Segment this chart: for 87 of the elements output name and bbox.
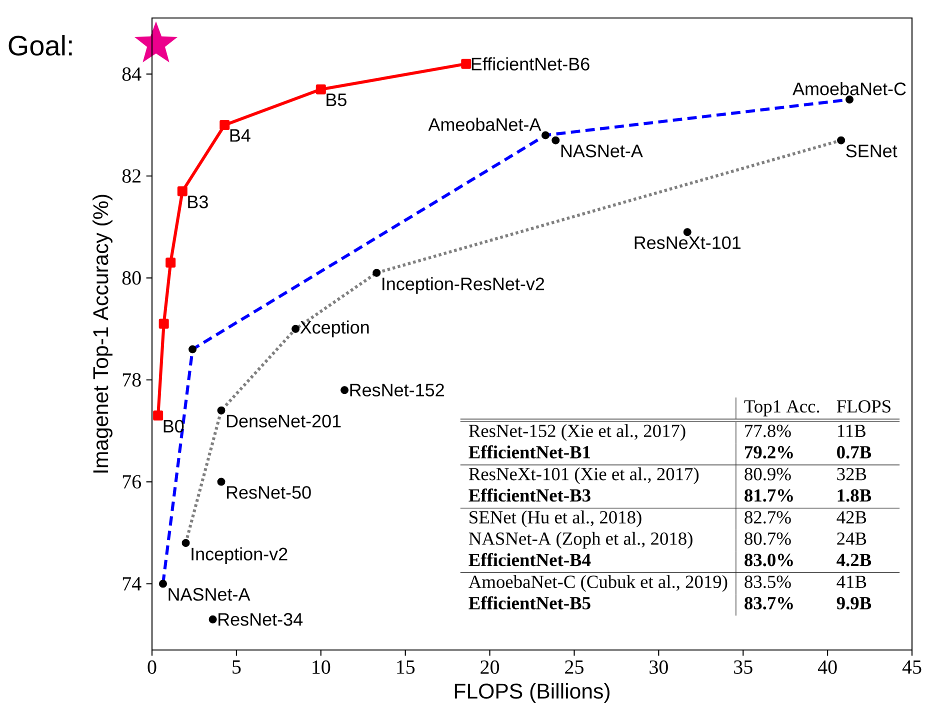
annotation: 83.5% <box>744 576 791 588</box>
annotation: Top1 Acc. <box>744 400 820 416</box>
point <box>837 136 846 144</box>
annotation: 77.8% <box>745 424 791 438</box>
point <box>182 538 190 547</box>
annotation: 81.7% <box>744 489 793 502</box>
x-tick-label: 0 <box>148 660 156 674</box>
annotation: B3 <box>188 196 208 208</box>
annotation: NASNet-A (Zoph et al., 2018) <box>468 532 692 549</box>
point <box>188 345 197 354</box>
annotation: EfficientNet-B6 <box>472 57 590 70</box>
point <box>461 58 472 69</box>
x-tick-label: 5 <box>232 660 241 674</box>
annotation: ResNeXt-101 <box>634 236 741 250</box>
y-tick-label: 80 <box>122 271 141 285</box>
point <box>340 386 349 394</box>
annotation: 80.7% <box>744 532 791 545</box>
point <box>683 228 692 236</box>
annotation: NASNet-A <box>168 588 250 601</box>
x-tick-label: 45 <box>902 660 922 674</box>
point <box>153 410 164 421</box>
annotation: AmoebaNet-C <box>792 82 906 96</box>
annotation: ResNet-152 (Xie et al., 2017) <box>468 424 686 441</box>
annotation: 83.7% <box>744 596 793 610</box>
point <box>217 478 226 486</box>
annotation: 24B <box>837 532 866 545</box>
x-tick-label: 10 <box>312 660 330 674</box>
annotation: NASNet-A <box>561 144 643 158</box>
point <box>177 186 188 196</box>
annotation: 0.7B <box>837 446 872 459</box>
annotation: 80.9% <box>744 468 791 480</box>
text: Goal: <box>8 35 72 56</box>
point <box>158 318 169 329</box>
y-axis-title: Imagenet Top-1 Accuracy (%) <box>92 194 112 473</box>
x-axis-title: FLOPS (Billions) <box>454 683 610 703</box>
x-tick-label: 30 <box>650 660 668 674</box>
annotation: 42B <box>836 511 866 524</box>
annotation: FLOPS <box>836 400 890 413</box>
y-tick-label: 78 <box>122 373 141 387</box>
y-tick-label: 76 <box>122 475 142 489</box>
point <box>316 84 326 94</box>
annotation: 9.9B <box>836 597 872 610</box>
annotation: 79.2% <box>745 446 793 459</box>
annotation: B0 <box>164 420 184 433</box>
annotation: ResNet-152 <box>350 384 444 396</box>
annotation: SENet <box>846 144 898 158</box>
annotation: EfficientNet-B3 <box>468 488 590 502</box>
x-tick-label: 20 <box>480 660 500 674</box>
annotation: 41B <box>836 576 866 588</box>
y-tick-label: 82 <box>122 169 140 183</box>
point <box>217 406 226 414</box>
point <box>158 580 167 588</box>
annotation: 32B <box>837 468 866 480</box>
annotation: 1.8B <box>838 489 872 502</box>
annotation: EfficientNet-B1 <box>468 445 590 458</box>
annotation: 83.0% <box>744 554 793 566</box>
annotation: B5 <box>326 94 346 106</box>
annotation: AmeobaNet-A <box>428 118 542 131</box>
annotation: DenseNet-201 <box>227 414 341 428</box>
annotation: 4.2B <box>836 554 872 566</box>
annotation: Xception <box>300 320 369 338</box>
point <box>208 615 217 624</box>
x-tick-label: 40 <box>818 660 837 674</box>
point <box>552 136 560 144</box>
point <box>292 324 300 333</box>
annotation: EfficientNet-B5 <box>468 596 590 610</box>
point <box>220 120 230 130</box>
annotation: SENet (Hu et al., 2018) <box>470 510 642 528</box>
point <box>166 258 176 268</box>
annotation: EfficientNet-B4 <box>468 553 591 566</box>
annotation: B4 <box>230 129 250 142</box>
annotation: 82.7% <box>744 511 791 524</box>
annotation: 11B <box>838 424 866 437</box>
point <box>372 268 381 277</box>
annotation: ResNet-50 <box>227 486 311 499</box>
annotation: ResNet-34 <box>218 613 303 626</box>
annotation: Inception-ResNet-v2 <box>382 277 544 294</box>
annotation: Inception-v2 <box>192 547 288 564</box>
x-tick-label: 35 <box>734 660 752 674</box>
x-tick-label: 15 <box>397 660 415 674</box>
y-tick-label: 74 <box>122 577 142 590</box>
point <box>542 131 550 140</box>
y-tick-label: 84 <box>122 67 142 81</box>
annotation: AmoebaNet-C (Cubuk et al., 2019) <box>468 575 728 592</box>
point <box>846 96 854 104</box>
annotation: ResNeXt-101 (Xie et al., 2017) <box>468 467 699 484</box>
x-tick-label: 25 <box>565 660 584 674</box>
